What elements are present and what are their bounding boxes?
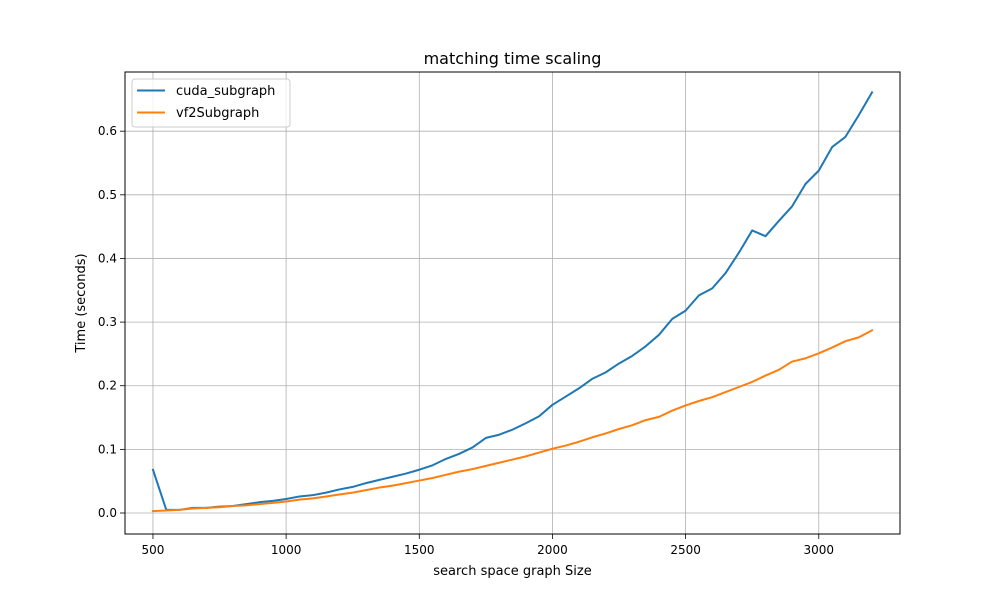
x-tick-label: 500 — [142, 543, 165, 557]
y-tick-label: 0.1 — [98, 442, 117, 456]
x-tick-label: 2500 — [670, 543, 701, 557]
plot-frame — [124, 71, 901, 535]
series-lines — [151, 90, 874, 513]
chart-title: matching time scaling — [424, 49, 602, 68]
legend-label-cuda-subgraph: cuda_subgraph — [176, 84, 275, 99]
y-tick-label: 0.5 — [98, 188, 117, 202]
x-tick-label: 1000 — [271, 543, 302, 557]
legend: cuda_subgraph vf2Subgraph — [131, 78, 291, 128]
x-tick-label: 2000 — [537, 543, 568, 557]
plot-area — [125, 72, 900, 534]
legend-label-vf2subgraph: vf2Subgraph — [176, 106, 259, 121]
x-axis-label: search space graph Size — [433, 564, 591, 579]
y-tick-label: 0.6 — [98, 124, 117, 138]
grid-lines — [125, 72, 900, 534]
series-line-cuda-subgraph — [151, 90, 874, 511]
y-tick-label: 0.2 — [98, 379, 117, 393]
x-tick-label: 1500 — [404, 543, 435, 557]
y-axis-label: Time (seconds) — [74, 253, 89, 353]
y-tick-label: 0.3 — [98, 315, 117, 329]
x-tick-label: 3000 — [803, 543, 834, 557]
series-line-vf2subgraph — [151, 329, 874, 513]
y-axis: 0.0 0.1 0.2 0.3 0.4 0.5 0.6 — [98, 124, 125, 520]
x-axis: 500 1000 1500 2000 2500 3000 — [142, 534, 834, 557]
y-tick-label: 0.0 — [98, 506, 117, 520]
legend-box — [131, 78, 291, 128]
y-tick-label: 0.4 — [98, 251, 117, 265]
